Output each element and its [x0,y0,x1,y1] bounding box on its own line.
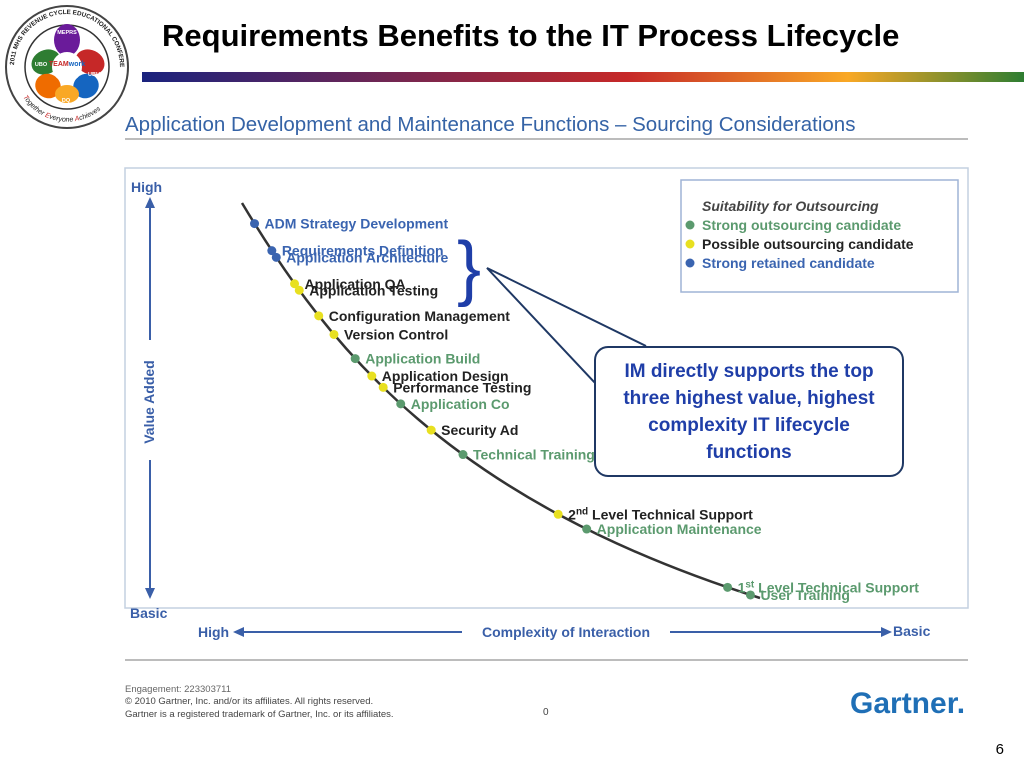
chart-title: Application Development and Maintenance … [125,113,855,136]
data-point [350,354,360,364]
data-point-label: 1st Level Technical Support [738,579,920,596]
footer-trademark: Gartner is a registered trademark of Gar… [125,709,394,720]
data-point [582,524,592,534]
data-point [314,311,324,321]
logo-hand-icon [55,85,79,103]
logo-center-text: TEAMwork [49,61,85,68]
y-axis-arrow-down [145,588,155,599]
data-point-label: Version Control [344,326,448,342]
x-axis-left-label: High [198,624,229,640]
x-axis-label: Complexity of Interaction [482,624,650,640]
legend-label: Possible outsourcing candidate [702,236,914,252]
footer-copyright: © 2010 Gartner, Inc. and/or its affiliat… [125,696,373,707]
x-axis-right-label: Basic [893,623,931,639]
data-point-label: Technical Training [473,447,595,463]
legend-box [680,179,959,293]
legend-title: Suitability for Outsourcing [702,198,879,214]
data-point-label: Performance Testing [393,379,531,395]
value-curve [240,202,761,600]
data-point [458,450,468,460]
x-axis-arrow-left [233,627,244,637]
callout-box: IM directly supports the top three highe… [594,346,904,477]
data-point-label: Application Co [411,396,510,412]
data-point [426,425,436,435]
legend-entries: Strong outsourcing candidate Possible out… [685,217,914,271]
logo-hand-label: UBO [35,62,48,68]
logo-hand-icon [54,24,80,56]
data-point [367,371,377,381]
bracket-icon: } [457,228,481,308]
data-point-label: 2nd Level Technical Support [568,506,753,523]
data-point [250,219,260,229]
legend-label: Strong retained candidate [702,255,875,271]
data-point-label: Application Testing [309,282,438,298]
data-point-label: Configuration Management [329,308,511,324]
data-point-label: User Training [760,587,849,603]
data-point [723,582,733,592]
callout-text: IM directly supports the top three highe… [623,360,875,463]
data-point [294,285,304,295]
footer-page: 0 [543,707,549,718]
data-point [745,590,755,600]
y-axis-arrow-up [145,197,155,208]
legend-marker [685,239,695,249]
data-point [267,246,277,256]
logo-hand-label: MEPRS [57,30,77,36]
footer-engagement: Engagement: 223303711 [125,684,231,695]
gartner-logo: Gartner. [850,687,965,720]
logo-hand-icon [35,73,61,99]
data-point [396,399,406,409]
plot-frame [124,167,969,609]
logo-hand-label: DQ [62,98,71,104]
data-point-label: Application Architecture [286,249,448,265]
data-point-label: Application Maintenance [597,521,762,537]
data-point-label: Requirements Definition [282,243,444,259]
legend-label: Strong outsourcing candidate [702,217,901,233]
conference-logo: TEAMwork MEPRS UBO UBU DQ 2011 MHS REVEN… [4,4,129,129]
y-axis-label: Value Added [141,360,157,444]
data-point-label: Application Build [365,351,480,367]
legend-marker [685,220,695,230]
data-point-label: ADM Strategy Development [265,216,449,232]
callout-pointer [486,267,647,385]
logo-hand-icon [73,73,99,99]
logo-hand-label: UBU [88,72,100,78]
data-point [271,252,281,262]
legend-marker [685,258,695,268]
data-point-label: Application QA [305,276,406,292]
data-point [290,279,300,289]
y-axis-bottom-label: Basic [130,605,168,621]
x-axis-arrow-right [881,627,892,637]
page-number: 6 [995,741,1004,758]
y-axis-top-label: High [131,179,162,195]
data-point [329,329,339,339]
data-point [378,382,388,392]
data-points: ADM Strategy Development Requirements Def… [250,216,919,603]
data-point-label: Security Ad [441,422,518,438]
logo-hand-icon [75,49,105,75]
data-point [553,509,563,519]
title-underline-bar [142,72,1024,82]
slide-title: Requirements Benefits to the IT Process … [162,18,900,53]
data-point-label: Application Design [382,368,509,384]
